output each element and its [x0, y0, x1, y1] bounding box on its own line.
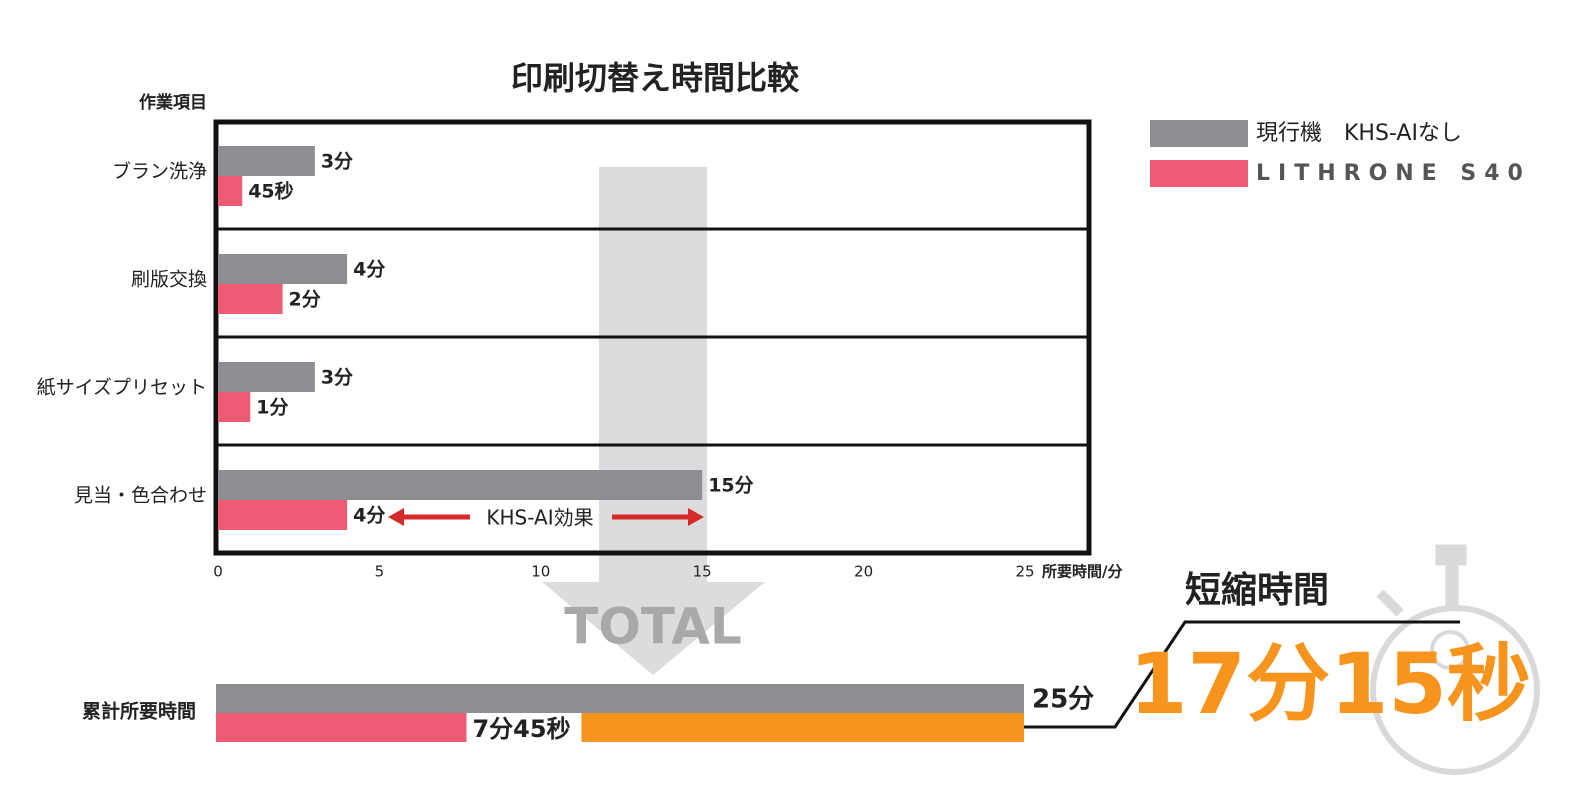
value-label: 2分 — [289, 289, 321, 311]
arrow-head — [542, 582, 765, 675]
stopwatch-stem — [1445, 564, 1459, 606]
connector — [1010, 620, 1460, 729]
stopwatch — [1370, 544, 1540, 775]
bar — [216, 713, 467, 742]
x-tick-label: 25 — [1015, 563, 1034, 581]
total-label: TOTAL — [564, 598, 741, 656]
savings-value: 17分15秒 — [1129, 635, 1531, 733]
value-label: 45秒 — [248, 180, 293, 203]
label-backdrop — [466, 713, 582, 742]
x-tick-label: 10 — [531, 563, 550, 581]
category-label: ブラン洗浄 — [112, 160, 207, 183]
effect-label: KHS-AI効果 — [486, 506, 593, 530]
value-label: 7分45秒 — [472, 715, 570, 743]
bar — [218, 254, 348, 284]
category-label: 紙サイズプリセット — [37, 377, 207, 399]
value-label: 3分 — [321, 151, 353, 173]
value-label: 4分 — [353, 505, 385, 527]
x-tick-label: 15 — [693, 563, 712, 581]
legend-label: 現行機 KHS-AIなし — [1256, 121, 1462, 146]
value-label: 15分 — [708, 475, 753, 497]
effect-arrowhead — [388, 508, 404, 526]
bar — [218, 146, 315, 176]
value-label: 25分 — [1032, 685, 1094, 715]
stopwatch-dial — [1430, 630, 1470, 670]
value-label: 3分 — [321, 367, 353, 389]
stopwatch-crown — [1435, 544, 1467, 566]
x-tick-label: 0 — [213, 563, 223, 581]
stopwatch-face — [1370, 605, 1540, 775]
x-axis-label: 所要時間/分 — [1042, 563, 1122, 581]
category-label: 刷版交換 — [131, 269, 207, 291]
bar — [216, 684, 1024, 713]
chart-title: 印刷切替え時間比較 — [511, 59, 800, 97]
value-label: 1分 — [256, 397, 288, 419]
total-arrow — [542, 167, 765, 675]
bar — [218, 176, 243, 206]
bar — [218, 470, 703, 500]
value-label: 4分 — [353, 259, 385, 281]
x-tick-label: 5 — [375, 563, 385, 581]
effect-arrow — [388, 508, 704, 526]
stopwatch-button — [1376, 589, 1404, 617]
bar — [218, 284, 283, 314]
y-axis-label: 作業項目 — [139, 92, 207, 113]
x-tick-label: 20 — [854, 563, 873, 581]
category-label: 累計所要時間 — [82, 700, 196, 723]
bar — [218, 500, 348, 530]
savings-title: 短縮時間 — [1185, 570, 1329, 611]
bar — [218, 392, 251, 422]
category-label: 見当・色合わせ — [74, 485, 207, 507]
legend-label: LITHRONE S40 — [1256, 161, 1531, 186]
frame — [213, 119, 1092, 556]
effect-arrowhead — [688, 508, 704, 526]
bar — [218, 362, 315, 392]
legend-swatch — [1150, 160, 1248, 187]
legend-swatch — [1150, 120, 1248, 147]
